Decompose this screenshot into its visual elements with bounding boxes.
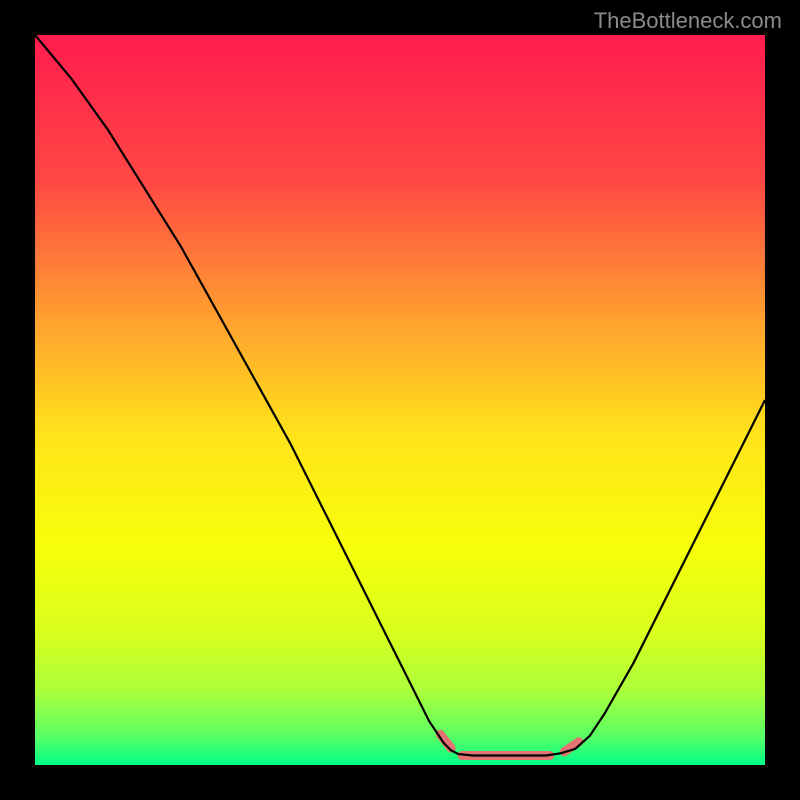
chart-container	[35, 35, 765, 765]
chart-svg	[35, 35, 765, 765]
watermark-text: TheBottleneck.com	[594, 8, 782, 34]
chart-background	[35, 35, 765, 765]
